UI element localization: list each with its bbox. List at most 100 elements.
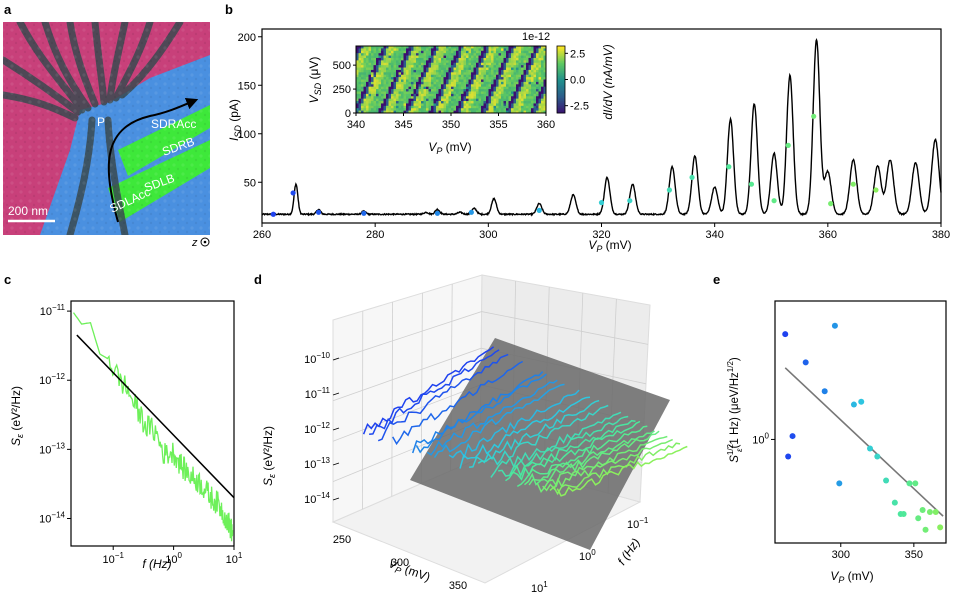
inset-heatmap-cell <box>541 72 544 76</box>
inset-heatmap-cell <box>543 96 547 99</box>
inset-heatmap-cell <box>436 98 439 102</box>
b-xtick-label: 380 <box>932 229 950 241</box>
inset-heatmap-cell <box>446 67 449 71</box>
d-spectrum-trace <box>542 438 673 492</box>
inset-heatmap-cell <box>403 53 407 56</box>
inset-heatmap-cell <box>473 72 477 76</box>
inset-heatmap-cell <box>473 69 477 73</box>
inset-heatmap-cell <box>538 65 542 68</box>
inset-heatmap-cell <box>478 50 482 54</box>
inset-heatmap-cell <box>363 84 367 87</box>
inset-heatmap-cell <box>421 57 424 61</box>
inset-heatmap-cell <box>398 101 402 104</box>
inset-heatmap-cell <box>493 50 497 54</box>
inset-heatmap-cell <box>421 74 424 78</box>
inset-heatmap-cell <box>403 79 407 83</box>
d-spectrum-trace <box>362 346 495 435</box>
inset-heatmap-cell <box>373 57 377 61</box>
inset-heatmap-cell <box>461 77 464 80</box>
inset-heatmap-cell <box>501 53 504 56</box>
inset-heatmap-cell <box>376 77 379 80</box>
inset-heatmap-cell <box>366 84 369 87</box>
inset-heatmap-cell <box>368 105 372 109</box>
inset-heatmap-cell <box>403 46 407 49</box>
inset-heatmap-cell <box>396 110 399 114</box>
inset-heatmap-cell <box>406 67 409 71</box>
inset-heatmap-cell <box>493 67 497 71</box>
inset-heatmap-cell <box>516 53 519 56</box>
inset-heatmap-cell <box>486 50 489 54</box>
inset-heatmap-cell <box>426 96 429 99</box>
inset-heatmap-cell <box>451 67 454 71</box>
inset-heatmap-cell <box>366 110 369 114</box>
inset-heatmap-cell <box>358 65 362 68</box>
inset-heatmap-cell <box>533 67 537 71</box>
inset-heatmap-cell <box>368 89 372 92</box>
e-scatter-point <box>836 480 843 487</box>
inset-heatmap-cell <box>423 60 427 64</box>
inset-heatmap-cell <box>543 46 547 49</box>
inset-heatmap-cell <box>516 69 519 73</box>
inset-heatmap-cell <box>436 86 439 90</box>
inset-heatmap-cell <box>501 91 504 95</box>
inset-heatmap-cell <box>458 86 462 90</box>
inset-heatmap-cell <box>518 60 522 64</box>
inset-heatmap-cell <box>471 84 474 87</box>
d-ztick-label: 10−10 <box>304 351 330 366</box>
inset-heatmap-cell <box>441 57 444 61</box>
inset-heatmap-cell <box>491 69 494 73</box>
inset-heatmap-cell <box>491 86 494 90</box>
inset-heatmap-cell <box>518 96 522 99</box>
inset-heatmap-cell <box>383 101 387 104</box>
inset-heatmap-cell <box>521 91 524 95</box>
inset-heatmap-cell <box>533 57 537 61</box>
inset-heatmap-cell <box>396 60 399 64</box>
inset-heatmap-cell <box>373 74 377 78</box>
inset-heatmap-cell <box>543 81 547 85</box>
inset-heatmap-cell <box>433 89 437 92</box>
inset-heatmap-cell <box>438 72 442 76</box>
inset-heatmap-cell <box>406 101 409 104</box>
inset-heatmap-cell <box>376 86 379 90</box>
inset-heatmap-cell <box>533 72 537 76</box>
inset-heatmap-cell <box>436 72 439 76</box>
inset-heatmap-cell <box>358 48 362 52</box>
inset-heatmap-cell <box>441 77 444 80</box>
inset-heatmap-cell <box>513 79 517 83</box>
inset-heatmap-cell <box>448 69 452 73</box>
inset-heatmap-cell <box>513 101 517 104</box>
inset-heatmap-cell <box>536 93 539 97</box>
inset-heatmap-cell <box>358 86 362 90</box>
c-ylabel-unit: (eV²/Hz) <box>9 386 23 434</box>
inset-heatmap-cell <box>498 77 502 80</box>
inset-heatmap-cell <box>358 57 362 61</box>
inset-heatmap-cell <box>436 48 439 52</box>
d-ytick-label-exp: 1 <box>543 580 548 589</box>
inset-heatmap-cell <box>541 48 544 52</box>
inset-heatmap-cell <box>356 108 359 111</box>
inset-heatmap-cell <box>521 81 524 85</box>
inset-heatmap-cell <box>451 101 454 104</box>
inset-heatmap-cell <box>463 77 467 80</box>
inset-heatmap-cell <box>436 55 439 59</box>
inset-heatmap-cell <box>391 91 394 95</box>
inset-heatmap-cell <box>521 77 524 80</box>
inset-heatmap-cell <box>411 110 414 114</box>
e-scatter-point <box>937 524 944 531</box>
inset-heatmap-cell <box>468 91 472 95</box>
inset-heatmap-cell <box>448 65 452 68</box>
inset-heatmap-cell <box>361 84 364 87</box>
c-xtick-label: 100 <box>165 551 182 566</box>
inset-heatmap-cell <box>403 74 407 78</box>
inset-heatmap-cell <box>478 91 482 95</box>
inset-heatmap-cell <box>456 79 459 83</box>
inset-heatmap-cell <box>501 50 504 54</box>
inset-heatmap-cell <box>436 89 439 92</box>
inset-heatmap-cell <box>458 60 462 64</box>
inset-heatmap-cell <box>373 62 377 66</box>
inset-heatmap-cell <box>538 72 542 76</box>
e-scatter-point <box>802 359 809 366</box>
inset-heatmap-cell <box>438 93 442 97</box>
inset-heatmap-cell <box>446 79 449 83</box>
